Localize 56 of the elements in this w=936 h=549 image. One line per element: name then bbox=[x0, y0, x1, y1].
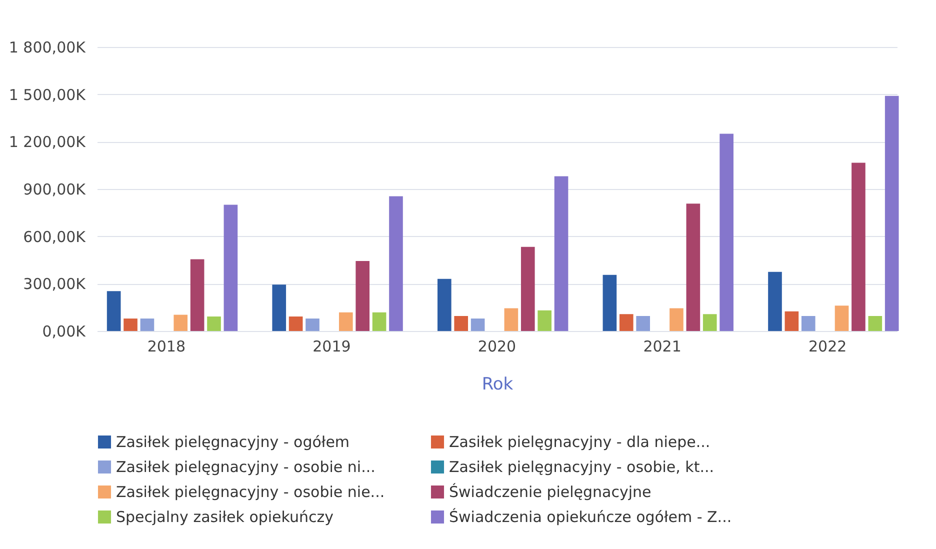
bar bbox=[520, 246, 535, 331]
x-tick-label: 2018 bbox=[147, 338, 186, 356]
legend-label: Świadczenia opiekuńcze ogółem - Z... bbox=[449, 508, 732, 526]
bar bbox=[636, 316, 650, 331]
bar bbox=[686, 204, 700, 331]
bar bbox=[834, 306, 849, 331]
x-tick-label: 2021 bbox=[643, 338, 682, 356]
bar bbox=[306, 318, 320, 331]
legend-label: Specjalny zasiłek opiekuńczy bbox=[116, 508, 334, 526]
bar bbox=[768, 272, 782, 331]
legend-label: Zasiłek pielęgnacyjny - osobie ni... bbox=[116, 458, 376, 476]
bar bbox=[174, 314, 188, 331]
legend-label: Świadczenie pielęgnacyjne bbox=[449, 483, 652, 501]
bar bbox=[454, 316, 468, 331]
bar bbox=[538, 310, 552, 331]
x-tick-label: 2019 bbox=[312, 338, 351, 356]
bar bbox=[356, 260, 370, 331]
bar bbox=[504, 308, 518, 331]
bar bbox=[720, 134, 734, 331]
y-tick-label: 1 500,00K bbox=[8, 86, 87, 104]
bar bbox=[852, 162, 866, 331]
bar bbox=[554, 176, 568, 331]
bar bbox=[602, 274, 617, 331]
y-tick-label: 0,00K bbox=[42, 322, 87, 340]
bar bbox=[470, 318, 485, 331]
x-tick-label: 2020 bbox=[478, 338, 516, 356]
y-tick-label: 300,00K bbox=[23, 275, 87, 294]
bar bbox=[272, 284, 286, 331]
y-tick-label: 600,00K bbox=[23, 228, 87, 246]
bar bbox=[702, 314, 717, 331]
bar bbox=[288, 316, 303, 331]
bar bbox=[619, 314, 634, 331]
bar bbox=[124, 318, 138, 331]
y-tick-label: 1 200,00K bbox=[8, 133, 87, 152]
bar bbox=[140, 318, 154, 331]
y-tick-label: 1 800,00K bbox=[8, 38, 87, 56]
bar bbox=[670, 308, 684, 331]
x-tick-label: 2022 bbox=[808, 338, 847, 356]
bar bbox=[389, 196, 403, 331]
bar bbox=[868, 316, 882, 331]
legend-label: Zasiłek pielęgnacyjny - dla niepe... bbox=[449, 433, 710, 451]
bar bbox=[338, 312, 353, 331]
legend-label: Zasiłek pielęgnacyjny - ogółem bbox=[116, 433, 350, 451]
x-axis-title: Rok bbox=[482, 374, 514, 394]
bar bbox=[106, 291, 121, 331]
legend-label: Zasiłek pielęgnacyjny - osobie, kt... bbox=[449, 458, 714, 476]
bar bbox=[207, 316, 221, 331]
bar bbox=[884, 96, 899, 331]
bar bbox=[224, 204, 238, 331]
y-tick-label: 900,00K bbox=[23, 180, 87, 198]
bar bbox=[190, 259, 204, 331]
bar bbox=[801, 316, 816, 331]
legend-label: Zasiłek pielęgnacyjny - osobie nie... bbox=[116, 483, 385, 501]
bar bbox=[437, 278, 452, 331]
bar bbox=[372, 312, 386, 331]
bar bbox=[784, 311, 799, 331]
